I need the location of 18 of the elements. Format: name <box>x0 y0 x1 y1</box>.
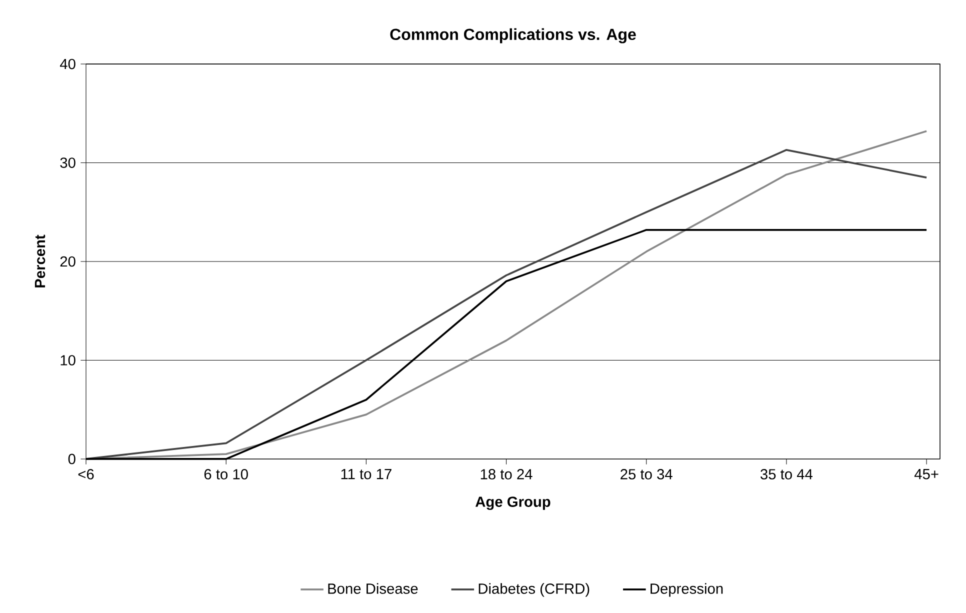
x-tick-label: 35 to 44 <box>760 469 813 480</box>
legend-label: Depression <box>650 583 723 597</box>
y-tick-label: 30 <box>60 158 76 168</box>
chart-title: Common Complications vs. Age <box>390 28 636 44</box>
x-tick-label: 11 to 17 <box>341 469 392 480</box>
y-tick-label: 20 <box>60 256 76 267</box>
x-tick-label: <6 <box>78 469 94 480</box>
x-tick-label: 45+ <box>914 469 938 480</box>
y-axis-title: Percent <box>34 234 46 288</box>
x-tick-label: 25 to 34 <box>620 469 672 480</box>
legend-label: Diabetes (CFRD) <box>478 583 590 597</box>
x-tick-label: 18 to 24 <box>480 469 532 480</box>
x-axis-title: Age Group <box>475 496 550 510</box>
y-tick-label: 40 <box>60 58 76 70</box>
x-tick-label: 6 to 10 <box>204 469 248 480</box>
y-tick-label: 10 <box>60 355 76 366</box>
legend-label: Bone Disease <box>328 583 418 594</box>
y-tick-label: 0 <box>68 454 76 464</box>
